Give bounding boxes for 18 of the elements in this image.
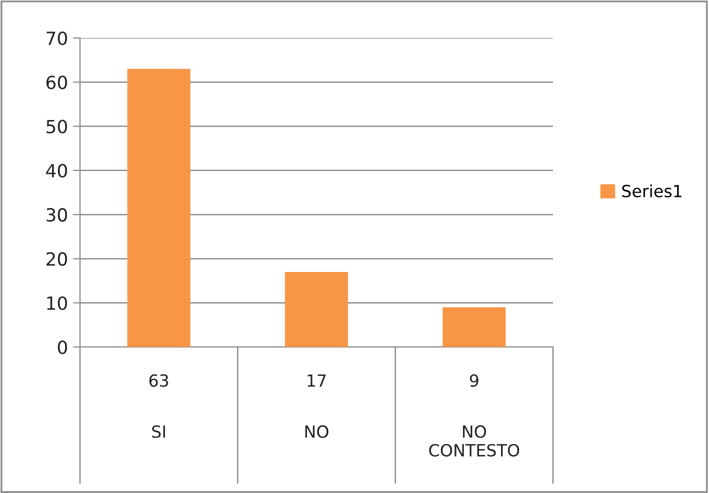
- y-tick-label: 40: [46, 164, 67, 178]
- x-tick-label: NO CONTESTO: [429, 425, 520, 457]
- bar: [284, 272, 348, 347]
- bar: [442, 307, 506, 347]
- data-label: 9: [470, 374, 478, 387]
- y-tick-label: 60: [46, 76, 67, 90]
- data-label: 17: [308, 374, 326, 387]
- y-tick-label: 10: [47, 296, 67, 310]
- data-label: 63: [149, 374, 168, 387]
- x-tick-label: SI: [152, 425, 165, 438]
- bar: [127, 68, 190, 347]
- x-tick-label: NO: [305, 425, 328, 438]
- y-tick-label: 20: [46, 252, 67, 266]
- y-tick-label: 0: [58, 340, 67, 354]
- legend-label: Series1: [622, 184, 682, 198]
- y-tick-label: 50: [46, 120, 67, 134]
- y-tick-label: 30: [46, 208, 67, 222]
- y-tick-label: 70: [46, 31, 67, 46]
